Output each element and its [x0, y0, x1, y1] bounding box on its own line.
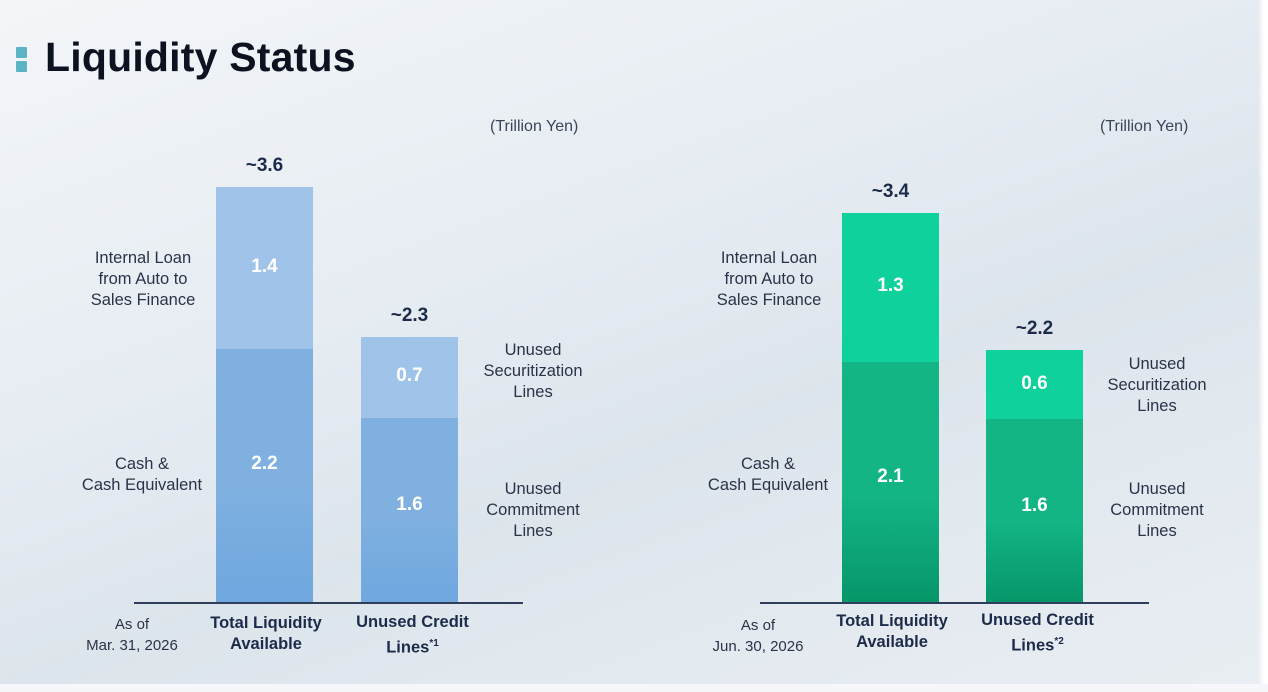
bar-segment-top: [361, 337, 458, 418]
as-of-date: As of Mar. 31, 2026: [86, 616, 178, 654]
data-label: 2.2: [251, 452, 278, 474]
segment-label-unused-securitization: Unused Securitization Lines: [483, 341, 583, 401]
data-label: 1.4: [251, 255, 278, 277]
unit-label: (Trillion Yen): [1100, 118, 1189, 135]
segment-label-cash: Cash & Cash Equivalent: [81, 455, 203, 494]
data-label: 1.3: [877, 275, 904, 297]
as-of-date: As of Jun. 30, 2026: [712, 617, 804, 655]
unit-label: (Trillion Yen): [490, 118, 579, 135]
bar-segment-bottom: [842, 361, 939, 602]
category-label-unused-credit-lines: Unused Credit Lines*1: [356, 613, 469, 657]
segment-label-cash: Cash & Cash Equivalent: [707, 455, 829, 494]
title-marker-icon: [16, 43, 27, 73]
data-label: 1.6: [1021, 494, 1048, 516]
bottom-strip: [0, 684, 1268, 692]
total-label: ~3.4: [871, 181, 910, 203]
segment-label-unused-securitization: Unused Securitization Lines: [1107, 355, 1207, 415]
category-label-total-liquidity: Total Liquidity Available: [210, 614, 322, 653]
data-label: 1.6: [396, 493, 423, 515]
category-label-unused-credit-lines: Unused Credit Lines*2: [981, 611, 1094, 655]
total-label: ~2.3: [390, 305, 429, 327]
bar-segment-top: [986, 350, 1083, 419]
bar-segment-bottom: [216, 348, 313, 602]
segment-label-unused-commitment: Unused Commitment Lines: [486, 480, 580, 540]
total-label: ~2.2: [1015, 318, 1054, 340]
footnote-marker: *1: [429, 638, 439, 649]
segment-label-unused-commitment: Unused Commitment Lines: [1110, 480, 1204, 540]
page-title: Liquidity Status: [45, 34, 356, 80]
x-axis-line: [134, 602, 523, 604]
footnote-marker: *2: [1054, 636, 1064, 647]
data-label: 2.1: [877, 465, 904, 487]
right-edge-shade: [1258, 0, 1268, 692]
total-label: ~3.6: [245, 155, 284, 177]
segment-label-internal-loan: Internal Loan from Auto to Sales Finance: [90, 249, 196, 309]
bar-segment-top: [842, 213, 939, 362]
bar-segment-top: [216, 187, 313, 349]
page-header: Liquidity Status: [16, 34, 356, 81]
category-label-total-liquidity: Total Liquidity Available: [836, 612, 948, 651]
data-label: 0.7: [396, 365, 423, 387]
data-label: 0.6: [1021, 372, 1048, 394]
bar-segment-bottom: [986, 418, 1083, 602]
segment-label-internal-loan: Internal Loan from Auto to Sales Finance: [716, 249, 822, 309]
x-axis-line: [760, 602, 1149, 604]
bar-segment-bottom: [361, 417, 458, 602]
